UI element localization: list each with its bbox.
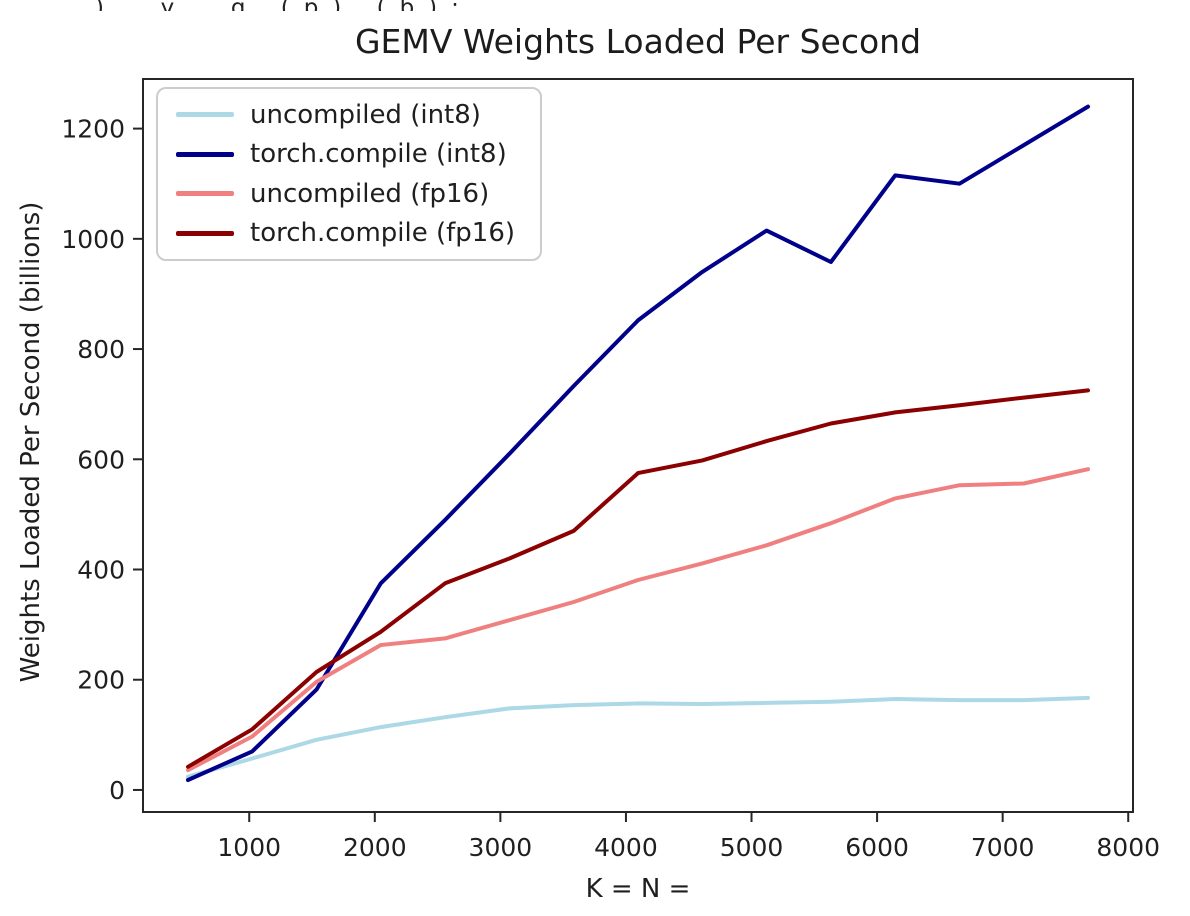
legend-item-label: uncompiled (int8) [250,99,481,130]
x-tick-label: 2000 [343,833,407,862]
legend-item: uncompiled (fp16) [176,174,530,214]
legend-item-label: torch.compile (int8) [250,139,507,170]
x-tick-label: 3000 [469,833,533,862]
legend-item-label: uncompiled (fp16) [250,178,490,209]
x-tick-label: 4000 [594,833,658,862]
legend-item-label: torch.compile (fp16) [250,218,516,249]
y-tick-label: 400 [77,556,125,585]
clipped-text-fragments: ), y, g (p) (b): [0,0,1190,11]
series-line [186,695,1090,779]
x-tick-label: 5000 [720,833,784,862]
y-tick-label: 800 [77,335,125,364]
legend-line-swatch [176,191,234,197]
axes-spines [142,78,1134,813]
x-tick-label: 1000 [217,833,281,862]
series-line [186,388,1090,769]
legend-line-swatch [176,151,234,157]
clipped-text: ), y, g (p) (b): [95,0,473,11]
legend-line-swatch [176,112,234,118]
y-tick-label: 600 [77,445,125,474]
legend: uncompiled (int8) torch.compile (int8) u… [156,87,542,261]
y-tick-label: 1000 [61,225,125,254]
x-tick-label: 7000 [971,833,1035,862]
y-tick-label: 1200 [61,115,125,144]
y-axis-label: Weights Loaded Per Second (billions) [16,201,46,683]
chart-title: GEMV Weights Loaded Per Second [354,22,922,61]
legend-item: torch.compile (int8) [176,135,530,175]
legend-line-swatch [176,230,234,236]
series-line [186,467,1090,773]
x-tick-label: 8000 [1096,833,1160,862]
y-tick-label: 200 [77,666,125,695]
legend-item: torch.compile (fp16) [176,214,530,254]
legend-item: uncompiled (int8) [176,95,530,135]
x-axis-label: K = N = [585,874,691,904]
x-tick-label: 6000 [845,833,909,862]
y-tick-label: 0 [109,776,125,805]
series-line [186,104,1090,782]
